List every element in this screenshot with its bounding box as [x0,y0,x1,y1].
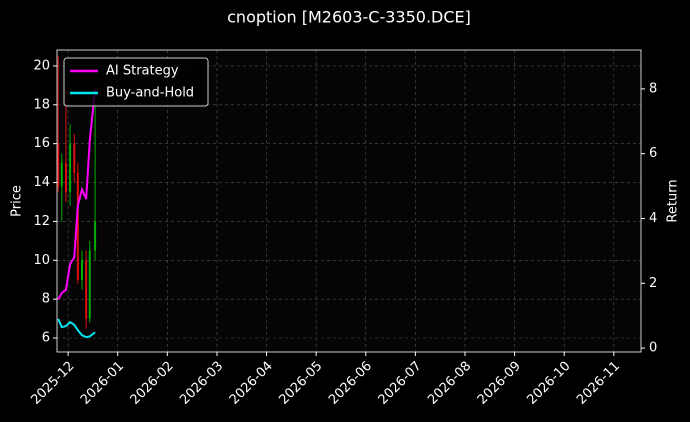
candle-body [76,172,79,280]
y2-axis-label: Return [666,179,681,222]
chart-title: cnoption [M2603-C-3350.DCE] [227,8,471,27]
candle-body [85,260,88,319]
candle-body [94,221,97,251]
candle-body [57,143,60,187]
y-tick-label: 16 [33,136,50,151]
y-tick-label: 8 [42,292,50,307]
y2-tick-label: 0 [649,341,657,356]
legend-label: AI Strategy [106,64,179,79]
y-tick-label: 10 [33,253,50,268]
legend-label: Buy-and-Hold [106,86,194,101]
y-tick-label: 20 [33,58,50,73]
series-line [57,88,97,300]
plot-frame [56,49,642,353]
y-tick-label: 18 [33,97,50,112]
candle-body [88,250,91,319]
y2-tick-label: 8 [649,81,657,96]
y2-tick-label: 2 [649,276,657,291]
series-line [57,318,96,339]
candle-body [69,143,72,193]
candle-body [81,260,84,280]
candle-body [64,163,67,193]
legend-box [63,57,209,107]
y-tick-label: 12 [33,214,50,229]
y2-tick-label: 4 [649,211,657,226]
candle-body [60,163,63,187]
y-tick-label: 14 [33,175,50,190]
y2-tick-label: 6 [649,146,657,161]
y-tick-label: 6 [42,331,50,346]
y-axis-label: Price [10,185,25,217]
candle-body [73,143,76,173]
